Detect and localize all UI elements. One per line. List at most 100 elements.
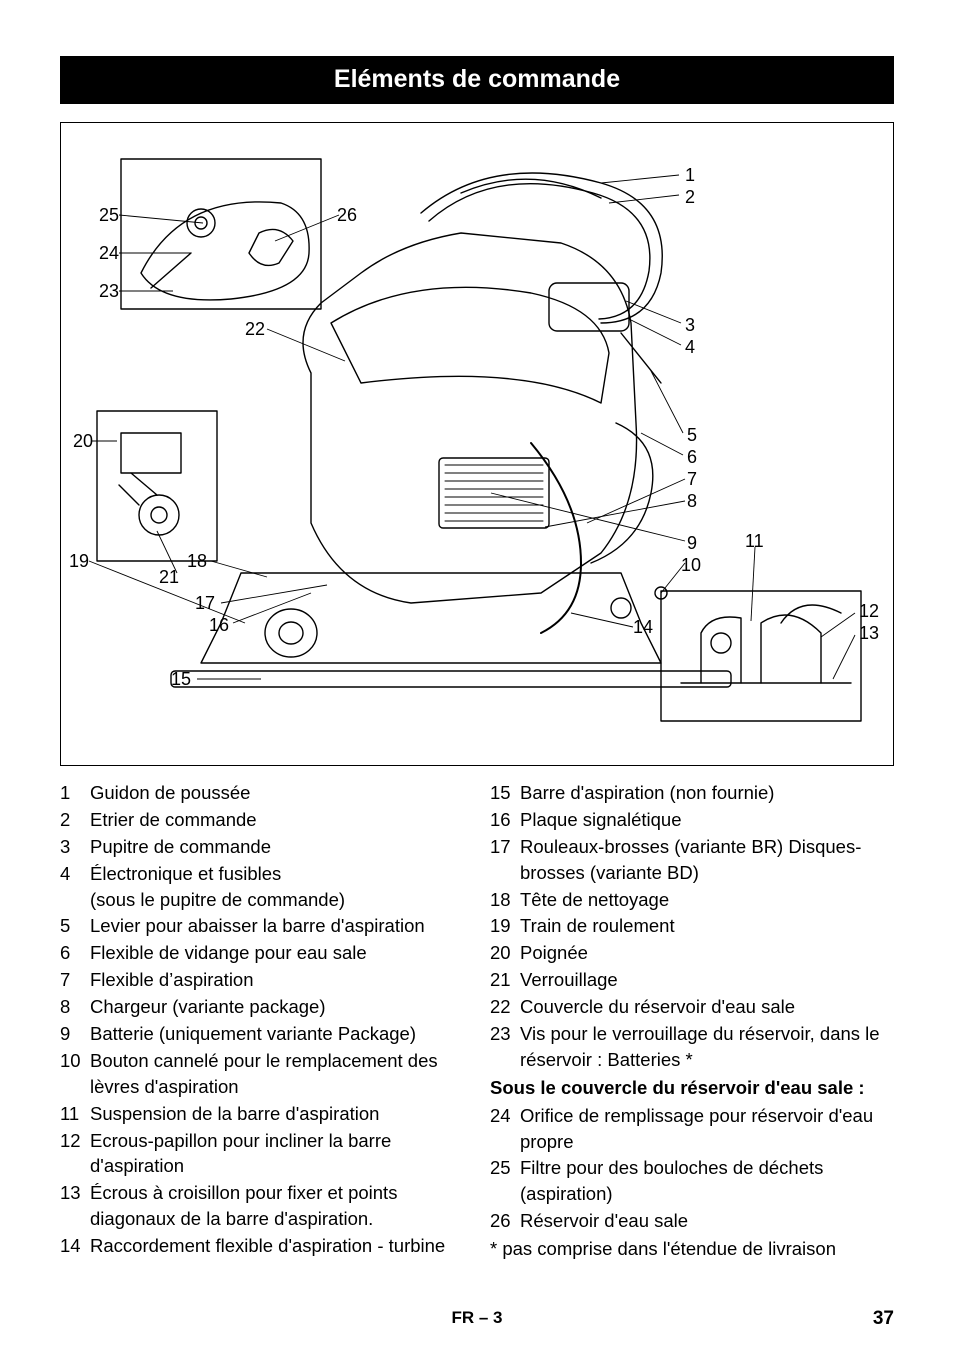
- callout-23: 23: [99, 281, 119, 302]
- legend-item-number: 19: [490, 913, 520, 939]
- legend-item: 23Vis pour le verrouillage du réservoir,…: [490, 1021, 894, 1073]
- legend-item-text: Électronique et fusibles (sous le pupitr…: [90, 861, 464, 913]
- legend-item-number: 26: [490, 1208, 520, 1234]
- legend-subheading: Sous le couvercle du réservoir d'eau sal…: [490, 1075, 894, 1101]
- section-title: Eléments de commande: [60, 56, 894, 104]
- legend-item: 3Pupitre de commande: [60, 834, 464, 860]
- legend-item-text: Poignée: [520, 940, 894, 966]
- legend-item-text: Raccordement flexible d'aspiration - tur…: [90, 1233, 464, 1259]
- legend-item-number: 3: [60, 834, 90, 860]
- legend-item: 8Chargeur (variante package): [60, 994, 464, 1020]
- legend-item-number: 13: [60, 1180, 90, 1232]
- legend-item-text: Pupitre de commande: [90, 834, 464, 860]
- legend-item-number: 15: [490, 780, 520, 806]
- legend-item-number: 18: [490, 887, 520, 913]
- legend-item-text: Plaque signalétique: [520, 807, 894, 833]
- callout-14: 14: [633, 617, 653, 638]
- legend-item-text: Barre d'aspiration (non fournie): [520, 780, 894, 806]
- callout-2: 2: [685, 187, 695, 208]
- legend-item-number: 1: [60, 780, 90, 806]
- legend-item: 10Bouton cannelé pour le remplacement de…: [60, 1048, 464, 1100]
- legend-item: 16Plaque signalétique: [490, 807, 894, 833]
- legend-item-text: Couvercle du réservoir d'eau sale: [520, 994, 894, 1020]
- callout-9: 9: [687, 533, 697, 554]
- callout-20: 20: [73, 431, 93, 452]
- legend-item: 9Batterie (uniquement variante Package): [60, 1021, 464, 1047]
- legend-item-number: 14: [60, 1233, 90, 1259]
- callout-10: 10: [681, 555, 701, 576]
- document-page: Eléments de commande: [0, 0, 954, 1354]
- legend-item: 7Flexible d’aspiration: [60, 967, 464, 993]
- legend-item: 17Rouleaux-brosses (variante BR) Disques…: [490, 834, 894, 886]
- callout-6: 6: [687, 447, 697, 468]
- legend-item-text: Filtre pour des bouloches de déchets (as…: [520, 1155, 894, 1207]
- legend-item: 24Orifice de remplissage pour réservoir …: [490, 1103, 894, 1155]
- legend-item-text: Chargeur (variante package): [90, 994, 464, 1020]
- legend-right-column: 15Barre d'aspiration (non fournie)16Plaq…: [490, 780, 894, 1262]
- callout-8: 8: [687, 491, 697, 512]
- legend-item-text: Batterie (uniquement variante Package): [90, 1021, 464, 1047]
- legend-item-number: 10: [60, 1048, 90, 1100]
- legend-item: 2Etrier de commande: [60, 807, 464, 833]
- callout-15: 15: [171, 669, 191, 690]
- callout-17: 17: [195, 593, 215, 614]
- legend-item-text: Écrous à croisillon pour fixer et points…: [90, 1180, 464, 1232]
- legend-item-number: 11: [60, 1101, 90, 1127]
- legend-item: 1Guidon de poussée: [60, 780, 464, 806]
- legend-item-number: 4: [60, 861, 90, 913]
- legend-item: 13Écrous à croisillon pour fixer et poin…: [60, 1180, 464, 1232]
- callout-12: 12: [859, 601, 879, 622]
- callout-7: 7: [687, 469, 697, 490]
- legend-item: 21Verrouillage: [490, 967, 894, 993]
- parts-diagram: 1 2 3 4 5 6 7 8 9 10 11 12 13 14 15 16 1…: [60, 122, 894, 766]
- callout-11: 11: [745, 531, 764, 552]
- legend-item-number: 12: [60, 1128, 90, 1180]
- legend-item-text: Etrier de commande: [90, 807, 464, 833]
- callout-25: 25: [99, 205, 119, 226]
- page-number: 37: [873, 1308, 894, 1330]
- legend-item-number: 7: [60, 967, 90, 993]
- legend-item-number: 22: [490, 994, 520, 1020]
- legend-item-text: Tête de nettoyage: [520, 887, 894, 913]
- legend-item-text: Bouton cannelé pour le remplacement des …: [90, 1048, 464, 1100]
- legend-item-text: Flexible de vidange pour eau sale: [90, 940, 464, 966]
- legend-item-number: 16: [490, 807, 520, 833]
- legend-item-text: Rouleaux-brosses (variante BR) Disques-b…: [520, 834, 894, 886]
- legend-item: 5Levier pour abaisser la barre d'aspirat…: [60, 913, 464, 939]
- legend-item-number: 5: [60, 913, 90, 939]
- legend-item: 18Tête de nettoyage: [490, 887, 894, 913]
- legend-item-number: 2: [60, 807, 90, 833]
- legend-item-number: 25: [490, 1155, 520, 1207]
- legend-footnote: * pas comprise dans l'étendue de livrais…: [490, 1236, 894, 1262]
- legend-columns: 1Guidon de poussée2Etrier de commande3Pu…: [60, 780, 894, 1262]
- legend-item-number: 17: [490, 834, 520, 886]
- callout-26: 26: [337, 205, 357, 226]
- legend-item: 14Raccordement flexible d'aspiration - t…: [60, 1233, 464, 1259]
- legend-item-text: Suspension de la barre d'aspiration: [90, 1101, 464, 1127]
- legend-item: 20Poignée: [490, 940, 894, 966]
- legend-item-number: 23: [490, 1021, 520, 1073]
- callout-24: 24: [99, 243, 119, 264]
- legend-item-text: Train de roulement: [520, 913, 894, 939]
- legend-item: 19Train de roulement: [490, 913, 894, 939]
- callout-3: 3: [685, 315, 695, 336]
- legend-left-column: 1Guidon de poussée2Etrier de commande3Pu…: [60, 780, 464, 1262]
- callout-21: 21: [159, 567, 179, 588]
- legend-item-number: 6: [60, 940, 90, 966]
- legend-item-text: Guidon de poussée: [90, 780, 464, 806]
- legend-item: 4Électronique et fusibles (sous le pupit…: [60, 861, 464, 913]
- callout-18: 18: [187, 551, 207, 572]
- callout-16: 16: [209, 615, 229, 636]
- legend-item: 15Barre d'aspiration (non fournie): [490, 780, 894, 806]
- callout-4: 4: [685, 337, 695, 358]
- legend-item-number: 21: [490, 967, 520, 993]
- legend-item-number: 9: [60, 1021, 90, 1047]
- legend-item-number: 24: [490, 1103, 520, 1155]
- footer-lang-page: FR – 3: [0, 1308, 954, 1328]
- legend-item-text: Vis pour le verrouillage du réservoir, d…: [520, 1021, 894, 1073]
- legend-item-text: Réservoir d'eau sale: [520, 1208, 894, 1234]
- legend-item-number: 8: [60, 994, 90, 1020]
- legend-item-text: Orifice de remplissage pour réservoir d'…: [520, 1103, 894, 1155]
- legend-item: 6Flexible de vidange pour eau sale: [60, 940, 464, 966]
- callout-22: 22: [245, 319, 265, 340]
